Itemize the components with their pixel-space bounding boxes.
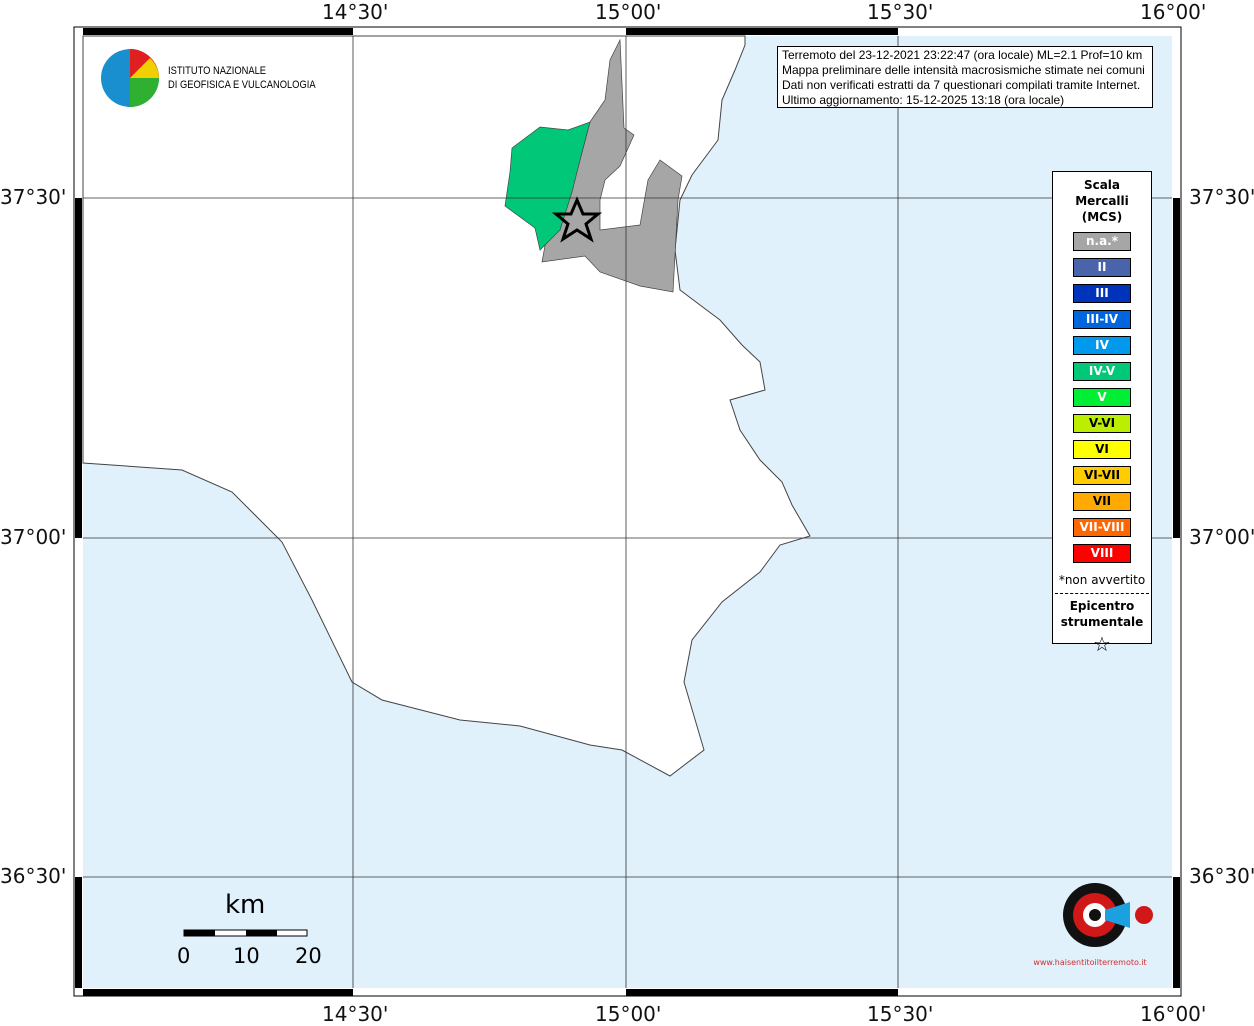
- legend-swatch: III-IV: [1073, 310, 1131, 329]
- logo-line2: DI GEOFISICA E VULCANOLOGIA: [168, 79, 316, 91]
- legend-swatch: VII: [1073, 492, 1131, 511]
- legend-swatch: VI-VII: [1073, 466, 1131, 485]
- lon-label: 14°30': [322, 0, 389, 24]
- lon-label: 16°00': [1140, 0, 1207, 24]
- lon-label: 15°30': [867, 1002, 934, 1026]
- legend-swatch: VII-VIII: [1073, 518, 1131, 537]
- brand-logo: [1063, 883, 1153, 947]
- lat-label: 37°30': [0, 185, 67, 209]
- legend-note: *non avvertito: [1058, 573, 1146, 587]
- star-icon: ☆: [1093, 632, 1111, 656]
- epicenter-star: [551, 196, 603, 243]
- scale-bar: [183, 929, 308, 937]
- info-line: Dati non verificati estratti da 7 questi…: [782, 78, 1141, 92]
- scale-tick: 10: [233, 944, 260, 968]
- legend-epicenter: Epicentro: [1069, 599, 1135, 613]
- legend: Scala Mercalli (MCS) n.a.* II III III-IV IV IV-…: [1052, 171, 1152, 656]
- lon-label: 15°00': [595, 0, 662, 24]
- legend-swatch: II: [1073, 258, 1131, 277]
- legend-swatch: III: [1073, 284, 1131, 303]
- lat-label: 36°30': [1189, 864, 1254, 888]
- ingv-logo: ISTITUTO NAZIONALE DI GEOFISICA E VULCAN…: [100, 48, 342, 110]
- scale-tick: 20: [295, 944, 322, 968]
- legend-swatch: IV-V: [1073, 362, 1131, 381]
- lat-label: 37°30': [1189, 185, 1254, 209]
- legend-swatch: V-VI: [1073, 414, 1131, 433]
- lat-label: 37°00': [1189, 525, 1254, 549]
- lon-label: 14°30': [322, 1002, 389, 1026]
- info-line: Mappa preliminare delle intensità macros…: [782, 63, 1145, 77]
- lon-label: 15°00': [595, 1002, 662, 1026]
- lon-label: 16°00': [1140, 1002, 1207, 1026]
- info-line: Terremoto del 23-12-2021 23:22:47 (ora l…: [782, 48, 1143, 62]
- scale-tick: 0: [177, 944, 191, 968]
- legend-swatch: VI: [1073, 440, 1131, 459]
- legend-title: Mercalli: [1075, 194, 1129, 208]
- area-green: [504, 121, 591, 251]
- info-box: Terremoto del 23-12-2021 23:22:47 (ora l…: [777, 46, 1153, 108]
- lon-label: 15°30': [867, 0, 934, 24]
- lat-label: 36°30': [0, 864, 67, 888]
- legend-swatch: V: [1073, 388, 1131, 407]
- land: [82, 35, 811, 777]
- legend-title: Scala: [1083, 178, 1121, 192]
- logo-line1: ISTITUTO NAZIONALE: [168, 65, 267, 77]
- legend-swatch: n.a.*: [1073, 232, 1131, 251]
- legend-title: (MCS): [1081, 210, 1123, 224]
- info-line: Ultimo aggiornamento: 15-12-2025 13:18 (…: [782, 93, 1065, 107]
- legend-epicenter: strumentale: [1060, 615, 1144, 629]
- lat-label: 37°00': [0, 525, 67, 549]
- legend-swatch: VIII: [1073, 544, 1131, 563]
- legend-swatch: IV: [1073, 336, 1131, 355]
- scale-unit: km: [225, 890, 266, 920]
- brand-text: www.haisentitoilterremoto.it: [1033, 958, 1147, 967]
